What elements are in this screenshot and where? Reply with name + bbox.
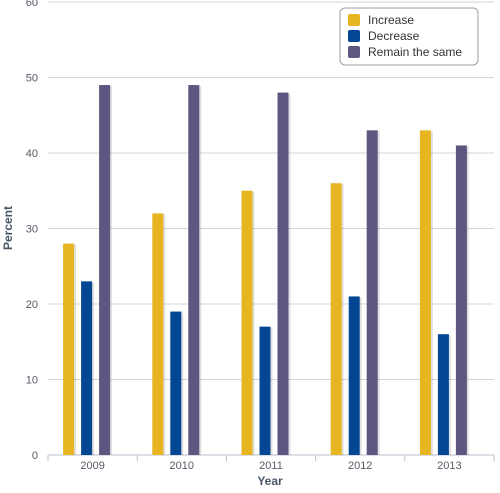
x-tick-label: 2010 (170, 460, 194, 472)
bar[interactable] (455, 145, 467, 455)
bar[interactable] (366, 130, 378, 455)
x-tick-label: 2009 (80, 460, 104, 472)
legend-box (339, 7, 479, 66)
bar[interactable] (241, 190, 253, 455)
bar[interactable] (330, 183, 342, 455)
y-tick-label: 20 (26, 299, 38, 311)
bar[interactable] (437, 334, 449, 455)
y-axis-title: Percent (1, 206, 15, 250)
y-tick-label: 10 (26, 375, 38, 387)
legend-swatch (348, 46, 360, 58)
bar[interactable] (259, 326, 271, 455)
bar[interactable] (277, 92, 289, 455)
legend-swatch (348, 14, 360, 26)
legend: Increase Decrease Remain the same (339, 7, 479, 66)
y-tick-label: 50 (26, 73, 38, 85)
y-tick-label: 60 (26, 0, 38, 9)
x-tick-label: 2012 (348, 460, 372, 472)
y-tick-label: 30 (26, 224, 38, 236)
grid-lines (48, 1, 494, 380)
bars (63, 85, 469, 456)
legend-swatch (348, 30, 360, 42)
bar[interactable] (63, 243, 75, 455)
legend-label[interactable]: Increase (368, 13, 414, 27)
bar[interactable] (348, 296, 360, 455)
x-axis-title: Year (257, 474, 283, 488)
x-tick-label: 2013 (437, 460, 461, 472)
bar[interactable] (188, 85, 200, 456)
bar[interactable] (81, 281, 93, 455)
bar[interactable] (99, 85, 111, 456)
y-tick-label: 0 (32, 450, 38, 462)
legend-label[interactable]: Decrease (368, 29, 420, 43)
axes (47, 454, 495, 461)
y-tick-label: 40 (26, 148, 38, 160)
tick-labels: 0 10 20 30 40 50 60 2009 2010 2011 2012 2013 (26, 0, 462, 472)
x-tick-label: 2011 (259, 460, 283, 472)
bar[interactable] (419, 130, 431, 455)
bar[interactable] (152, 213, 164, 455)
bar[interactable] (170, 311, 182, 455)
legend-label[interactable]: Remain the same (368, 45, 462, 59)
legend-items: Increase Decrease Remain the same (348, 13, 462, 59)
